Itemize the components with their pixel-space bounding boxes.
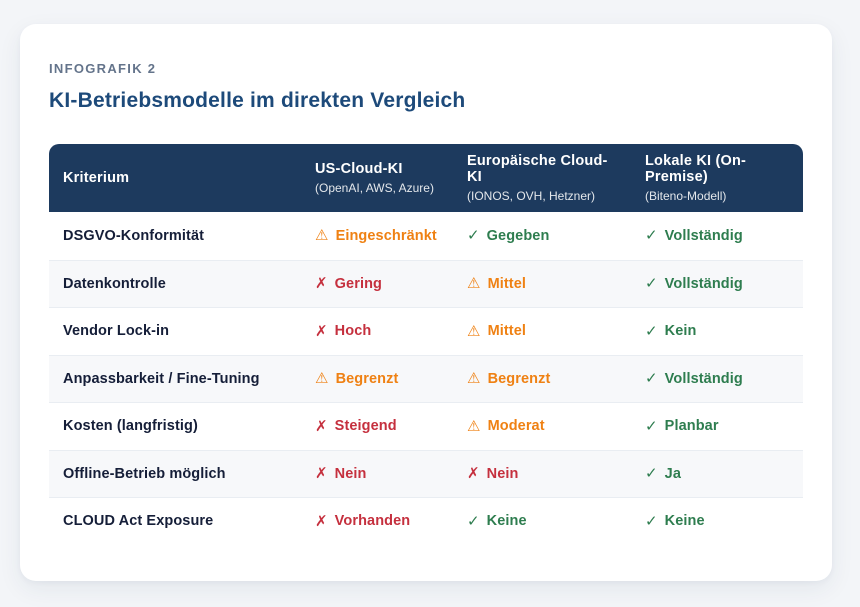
column-header-1: US-Cloud-KI (OpenAI, AWS, Azure) bbox=[301, 144, 453, 212]
column-header-criterion: Kriterium bbox=[49, 144, 301, 212]
column-header-3: Lokale KI (On-Premise) (Biteno-Modell) bbox=[631, 144, 803, 212]
status-label: Vollständig bbox=[664, 275, 743, 292]
eyebrow-label: INFOGRAFIK 2 bbox=[49, 61, 157, 76]
status-cell: ⚠ Mittel bbox=[453, 323, 631, 339]
check-icon: ✓ bbox=[645, 465, 658, 483]
column-header-title: Kriterium bbox=[63, 170, 130, 186]
warning-icon: ⚠ bbox=[467, 417, 481, 435]
status-label: Mittel bbox=[487, 275, 527, 292]
status-label: Hoch bbox=[334, 323, 372, 340]
column-header-title: Lokale KI (On-Premise) bbox=[645, 153, 747, 185]
status-cell: ✓ Keine bbox=[631, 513, 803, 529]
status-label: Eingeschränkt bbox=[335, 227, 437, 244]
status-label: Ja bbox=[664, 465, 682, 482]
warning-icon: ⚠ bbox=[315, 227, 329, 245]
table-row: Anpassbarkeit / Fine-Tuning ⚠ Begrenzt ⚠ Beg… bbox=[49, 354, 803, 402]
column-header-subtitle: (IONOS, OVH, Hetzner) bbox=[467, 189, 596, 203]
table-header-row: Kriterium US-Cloud-KI (OpenAI, AWS, Azure… bbox=[49, 144, 803, 212]
table-body: DSGVO-Konformität ⚠ Eingeschränkt ✓ Gegeben ✓… bbox=[49, 212, 803, 545]
cross-icon: ✗ bbox=[315, 322, 328, 340]
status-label: Moderat bbox=[487, 418, 545, 435]
status-cell: ⚠ Begrenzt bbox=[453, 371, 631, 387]
status-label: Mittel bbox=[487, 323, 527, 340]
check-icon: ✓ bbox=[467, 227, 480, 245]
status-cell: ⚠ Mittel bbox=[453, 276, 631, 292]
status-label: Begrenzt bbox=[335, 370, 399, 387]
table-row: DSGVO-Konformität ⚠ Eingeschränkt ✓ Gegeben ✓… bbox=[49, 212, 803, 260]
cross-icon: ✗ bbox=[315, 275, 328, 293]
table-row: CLOUD Act Exposure ✗ Vorhanden ✓ Keine ✓ Keine bbox=[49, 497, 803, 545]
check-icon: ✓ bbox=[645, 275, 658, 293]
status-label: Vollständig bbox=[664, 370, 743, 387]
check-icon: ✓ bbox=[467, 512, 480, 530]
check-icon: ✓ bbox=[645, 512, 658, 530]
status-label: Gegeben bbox=[486, 227, 550, 244]
column-header-subtitle: (Biteno-Modell) bbox=[645, 189, 727, 203]
table-row: Offline-Betrieb möglich ✗ Nein ✗ Nein ✓ Ja bbox=[49, 449, 803, 497]
check-icon: ✓ bbox=[645, 370, 658, 388]
column-header-subtitle: (OpenAI, AWS, Azure) bbox=[315, 181, 434, 195]
comparison-table: Kriterium US-Cloud-KI (OpenAI, AWS, Azure… bbox=[49, 144, 803, 545]
status-label: Nein bbox=[486, 465, 519, 482]
status-cell: ✓ Vollständig bbox=[631, 371, 803, 387]
check-icon: ✓ bbox=[645, 322, 658, 340]
status-cell: ✗ Steigend bbox=[301, 418, 453, 434]
cross-icon: ✗ bbox=[315, 417, 328, 435]
infographic-card: INFOGRAFIK 2 KI-Betriebsmodelle im direk… bbox=[20, 24, 832, 581]
criterion-label: DSGVO-Konformität bbox=[63, 227, 205, 244]
criterion-label: Anpassbarkeit / Fine-Tuning bbox=[63, 370, 260, 387]
warning-icon: ⚠ bbox=[315, 370, 329, 388]
status-label: Keine bbox=[486, 513, 527, 530]
status-label: Vorhanden bbox=[334, 513, 411, 530]
status-cell: ✗ Vorhanden bbox=[301, 513, 453, 529]
table-row: Kosten (langfristig) ✗ Steigend ⚠ Moderat ✓ Pl… bbox=[49, 402, 803, 450]
status-cell: ✗ Nein bbox=[453, 466, 631, 482]
cross-icon: ✗ bbox=[315, 512, 328, 530]
check-icon: ✓ bbox=[645, 227, 658, 245]
table-row: Vendor Lock-in ✗ Hoch ⚠ Mittel ✓ Kein bbox=[49, 307, 803, 355]
warning-icon: ⚠ bbox=[467, 370, 481, 388]
status-cell: ✓ Ja bbox=[631, 466, 803, 482]
criterion-label: Vendor Lock-in bbox=[63, 323, 170, 340]
warning-icon: ⚠ bbox=[467, 275, 481, 293]
status-label: Keine bbox=[664, 513, 705, 530]
status-label: Begrenzt bbox=[487, 370, 551, 387]
status-cell: ✓ Gegeben bbox=[453, 228, 631, 244]
page-title: KI-Betriebsmodelle im direkten Vergleich bbox=[49, 89, 466, 112]
cross-icon: ✗ bbox=[315, 465, 328, 483]
table-row: Datenkontrolle ✗ Gering ⚠ Mittel ✓ Vollständig bbox=[49, 259, 803, 307]
column-header-2: Europäische Cloud-KI (IONOS, OVH, Hetzner… bbox=[453, 144, 631, 212]
status-cell: ✓ Kein bbox=[631, 323, 803, 339]
status-cell: ⚠ Begrenzt bbox=[301, 371, 453, 387]
cross-icon: ✗ bbox=[467, 465, 480, 483]
criterion-label: Kosten (langfristig) bbox=[63, 418, 198, 435]
warning-icon: ⚠ bbox=[467, 322, 481, 340]
status-cell: ✓ Keine bbox=[453, 513, 631, 529]
status-label: Nein bbox=[334, 465, 367, 482]
check-icon: ✓ bbox=[645, 417, 658, 435]
column-header-title: US-Cloud-KI bbox=[315, 161, 403, 177]
status-cell: ⚠ Eingeschränkt bbox=[301, 228, 453, 244]
column-header-title: Europäische Cloud-KI bbox=[467, 153, 608, 185]
status-cell: ✓ Vollständig bbox=[631, 276, 803, 292]
status-cell: ⚠ Moderat bbox=[453, 418, 631, 434]
status-label: Steigend bbox=[334, 418, 397, 435]
status-label: Gering bbox=[334, 275, 383, 292]
status-cell: ✗ Gering bbox=[301, 276, 453, 292]
criterion-label: Datenkontrolle bbox=[63, 275, 166, 292]
status-cell: ✓ Planbar bbox=[631, 418, 803, 434]
criterion-label: CLOUD Act Exposure bbox=[63, 513, 214, 530]
status-cell: ✗ Nein bbox=[301, 466, 453, 482]
status-label: Planbar bbox=[664, 418, 719, 435]
criterion-label: Offline-Betrieb möglich bbox=[63, 465, 226, 482]
status-cell: ✓ Vollständig bbox=[631, 228, 803, 244]
status-label: Vollständig bbox=[664, 227, 743, 244]
status-cell: ✗ Hoch bbox=[301, 323, 453, 339]
status-label: Kein bbox=[664, 323, 697, 340]
